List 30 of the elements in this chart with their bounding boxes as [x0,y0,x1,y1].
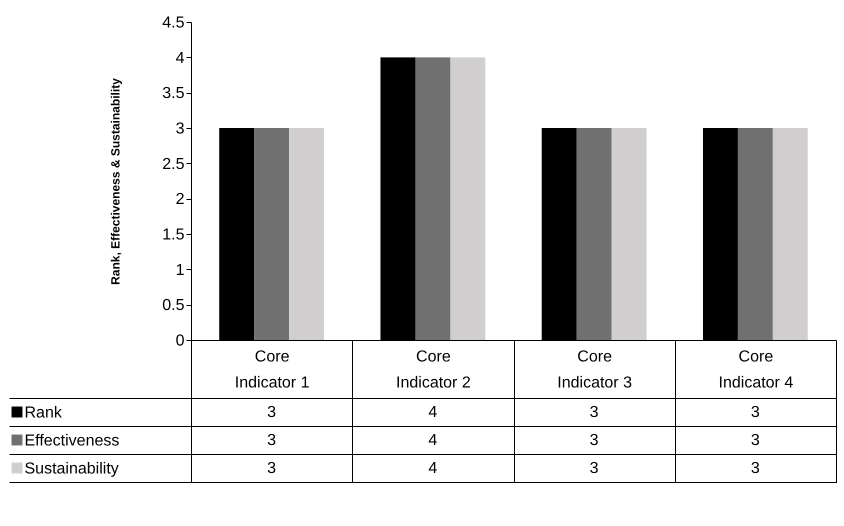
y-axis-title: Rank, Effectiveness & Sustainability [108,78,122,285]
y-tick-label: 4 [176,50,185,67]
y-tick-label: 0 [176,332,185,350]
y-tick-label: 2 [176,191,185,208]
y-tick-label: 4.5 [162,14,185,32]
x-tick-label: Core Indicator 4 [718,348,794,392]
data-label: 3 [750,460,760,477]
y-tick-label: 0.5 [162,297,185,314]
x-tick-label: Core Indicator 3 [557,348,632,392]
x-tick-label: Core Indicator 2 [396,348,471,392]
data-label: 3 [267,432,276,449]
legend-label: Effectiveness [24,432,120,450]
data-label: 4 [428,460,438,477]
y-tick-label: 3.5 [162,85,185,102]
data-label: 3 [590,460,599,477]
y-tick-label: 3 [176,120,185,138]
y-tick-label: 1.5 [162,226,185,244]
data-label: 4 [428,432,438,449]
legend-label: Sustainability [24,460,119,478]
data-label: 3 [267,460,276,477]
data-label: 3 [267,404,276,421]
data-label: 4 [428,404,438,421]
legend-label: Rank [24,404,63,422]
y-tick-label: 1 [176,262,185,279]
data-label: 3 [590,432,599,449]
data-label: 3 [590,404,599,421]
data-label: 3 [750,404,760,421]
data-label: 3 [750,432,760,449]
x-tick-label: Core Indicator 1 [234,348,310,392]
y-tick-label: 2.5 [162,156,185,173]
